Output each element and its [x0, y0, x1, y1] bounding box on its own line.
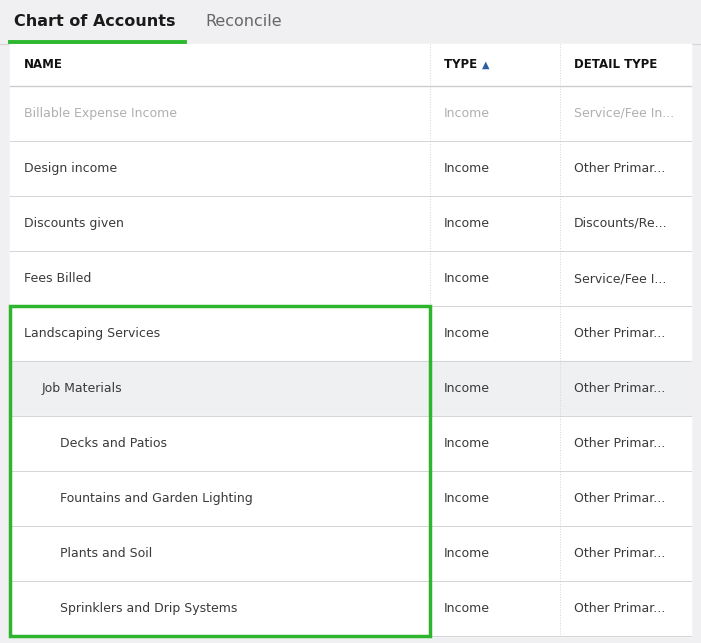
Bar [10, 141, 691, 196]
Bar [0, 0, 701, 44]
Text: Billable Expense Income: Billable Expense Income [24, 107, 177, 120]
Text: Income: Income [444, 162, 490, 175]
Text: TYPE: TYPE [444, 59, 482, 71]
Text: Income: Income [444, 327, 490, 340]
Text: Fountains and Garden Lighting: Fountains and Garden Lighting [60, 492, 253, 505]
Text: Plants and Soil: Plants and Soil [60, 547, 152, 560]
Text: Job Materials: Job Materials [42, 382, 123, 395]
Text: Chart of Accounts: Chart of Accounts [14, 15, 175, 30]
Text: DETAIL TYPE: DETAIL TYPE [574, 59, 658, 71]
Text: NAME: NAME [24, 59, 63, 71]
Text: Design income: Design income [24, 162, 117, 175]
Bar [10, 44, 691, 86]
Text: Other Primar...: Other Primar... [574, 327, 665, 340]
Text: Income: Income [444, 382, 490, 395]
Text: Income: Income [444, 602, 490, 615]
Bar [10, 471, 691, 526]
Bar [10, 196, 691, 251]
Text: Income: Income [444, 272, 490, 285]
Text: Landscaping Services: Landscaping Services [24, 327, 160, 340]
Text: Reconcile: Reconcile [205, 15, 282, 30]
Text: Income: Income [444, 217, 490, 230]
Text: Other Primar...: Other Primar... [574, 602, 665, 615]
Bar [10, 306, 430, 636]
Bar [10, 581, 691, 636]
Text: Fees Billed: Fees Billed [24, 272, 91, 285]
Text: Decks and Patios: Decks and Patios [60, 437, 167, 450]
Text: Discounts/Re...: Discounts/Re... [574, 217, 667, 230]
Text: Income: Income [444, 107, 490, 120]
Text: Other Primar...: Other Primar... [574, 162, 665, 175]
Bar [10, 306, 691, 361]
Text: Income: Income [444, 437, 490, 450]
Text: Sprinklers and Drip Systems: Sprinklers and Drip Systems [60, 602, 238, 615]
Bar [10, 86, 691, 141]
Text: Service/Fee In...: Service/Fee In... [574, 107, 674, 120]
Bar [10, 361, 691, 416]
Text: Other Primar...: Other Primar... [574, 437, 665, 450]
Text: Service/Fee I...: Service/Fee I... [574, 272, 667, 285]
Bar [10, 416, 691, 471]
Bar [10, 251, 691, 306]
Text: Discounts given: Discounts given [24, 217, 124, 230]
Text: Other Primar...: Other Primar... [574, 492, 665, 505]
Text: Other Primar...: Other Primar... [574, 547, 665, 560]
Text: Income: Income [444, 547, 490, 560]
Text: Other Primar...: Other Primar... [574, 382, 665, 395]
Text: ▲: ▲ [482, 60, 489, 70]
Text: Income: Income [444, 492, 490, 505]
Bar [10, 526, 691, 581]
